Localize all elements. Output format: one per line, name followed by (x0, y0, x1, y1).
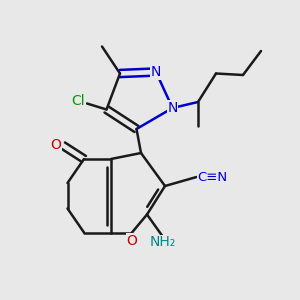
Text: O: O (50, 138, 61, 152)
Text: NH₂: NH₂ (149, 236, 176, 249)
Text: O: O (127, 234, 137, 248)
Text: N: N (167, 101, 178, 115)
Text: Cl: Cl (71, 94, 85, 108)
Text: N: N (151, 65, 161, 79)
Text: C≡N: C≡N (197, 171, 227, 184)
